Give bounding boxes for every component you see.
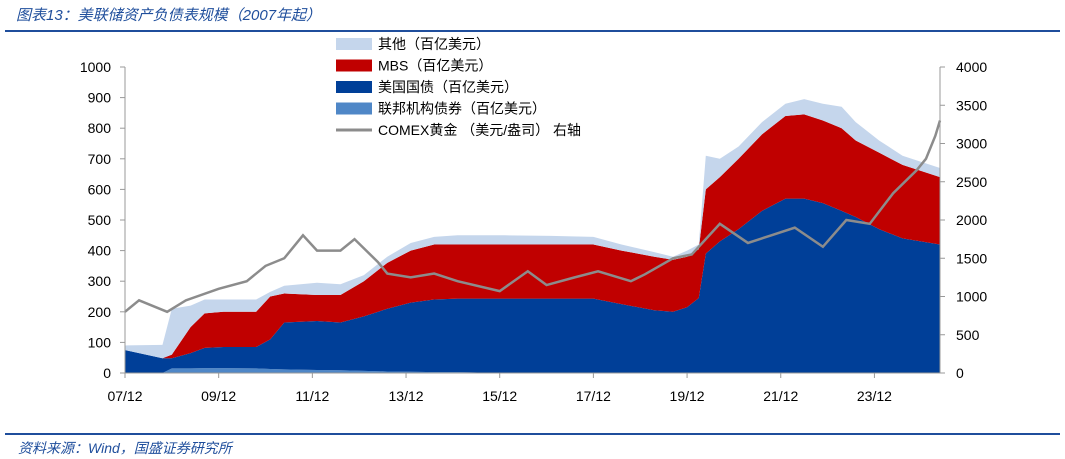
x-tick-label: 15/12 [482, 388, 517, 404]
x-tick-label: 07/12 [107, 388, 142, 404]
left-tick-label: 800 [88, 120, 112, 136]
right-tick-label: 0 [956, 365, 964, 381]
right-tick-label: 2000 [956, 212, 987, 228]
left-tick-label: 500 [88, 212, 112, 228]
left-tick-label: 200 [88, 304, 112, 320]
left-tick-label: 600 [88, 181, 112, 197]
title-divider [5, 30, 1060, 32]
area-agency [125, 368, 940, 373]
x-tick-label: 09/12 [201, 388, 236, 404]
left-tick-label: 900 [88, 90, 112, 106]
right-tick-label: 2500 [956, 174, 987, 190]
x-tick-label: 23/12 [857, 388, 892, 404]
x-tick-label: 13/12 [389, 388, 424, 404]
legend-swatch-treasury [336, 81, 372, 93]
left-tick-label: 400 [88, 243, 112, 259]
source-note: 资料来源：Wind，国盛证券研究所 [18, 440, 232, 456]
gold-line [124, 120, 942, 314]
legend-swatch-mbs [336, 59, 372, 72]
legend-label-agency: 联邦机构债券（百亿美元） [378, 101, 546, 117]
x-tick-label: 21/12 [763, 388, 798, 404]
left-tick-label: 0 [103, 365, 111, 381]
legend-swatch-agency [336, 102, 372, 115]
x-tick-label: 19/12 [670, 388, 705, 404]
legend-label-other: 其他（百亿美元） [378, 36, 490, 52]
area-treasury [125, 198, 940, 373]
chart-title: 图表13：美联储资产负债表规模（2007年起） [16, 7, 322, 24]
left-tick-label: 100 [88, 334, 112, 350]
area-mbs [125, 114, 940, 359]
right-tick-label: 4000 [956, 59, 987, 75]
legend-label-treasury: 美国国债（百亿美元） [378, 79, 518, 95]
left-tick-label: 1000 [80, 59, 111, 75]
legend-swatch-other [336, 38, 372, 50]
right-tick-label: 1500 [956, 250, 987, 266]
left-tick-label: 300 [88, 273, 112, 289]
right-tick-label: 3500 [956, 97, 987, 113]
legend-label-mbs: MBS（百亿美元） [378, 58, 492, 74]
footer-divider [5, 433, 1060, 435]
x-tick-label: 17/12 [576, 388, 611, 404]
right-tick-label: 1000 [956, 289, 987, 305]
right-tick-label: 500 [956, 327, 980, 343]
left-tick-label: 700 [88, 151, 112, 167]
legend-label-gold: COMEX黄金 （美元/盎司） 右轴 [378, 122, 581, 138]
right-tick-label: 3000 [956, 136, 987, 152]
area-other [125, 99, 940, 359]
x-tick-label: 11/12 [295, 388, 329, 404]
